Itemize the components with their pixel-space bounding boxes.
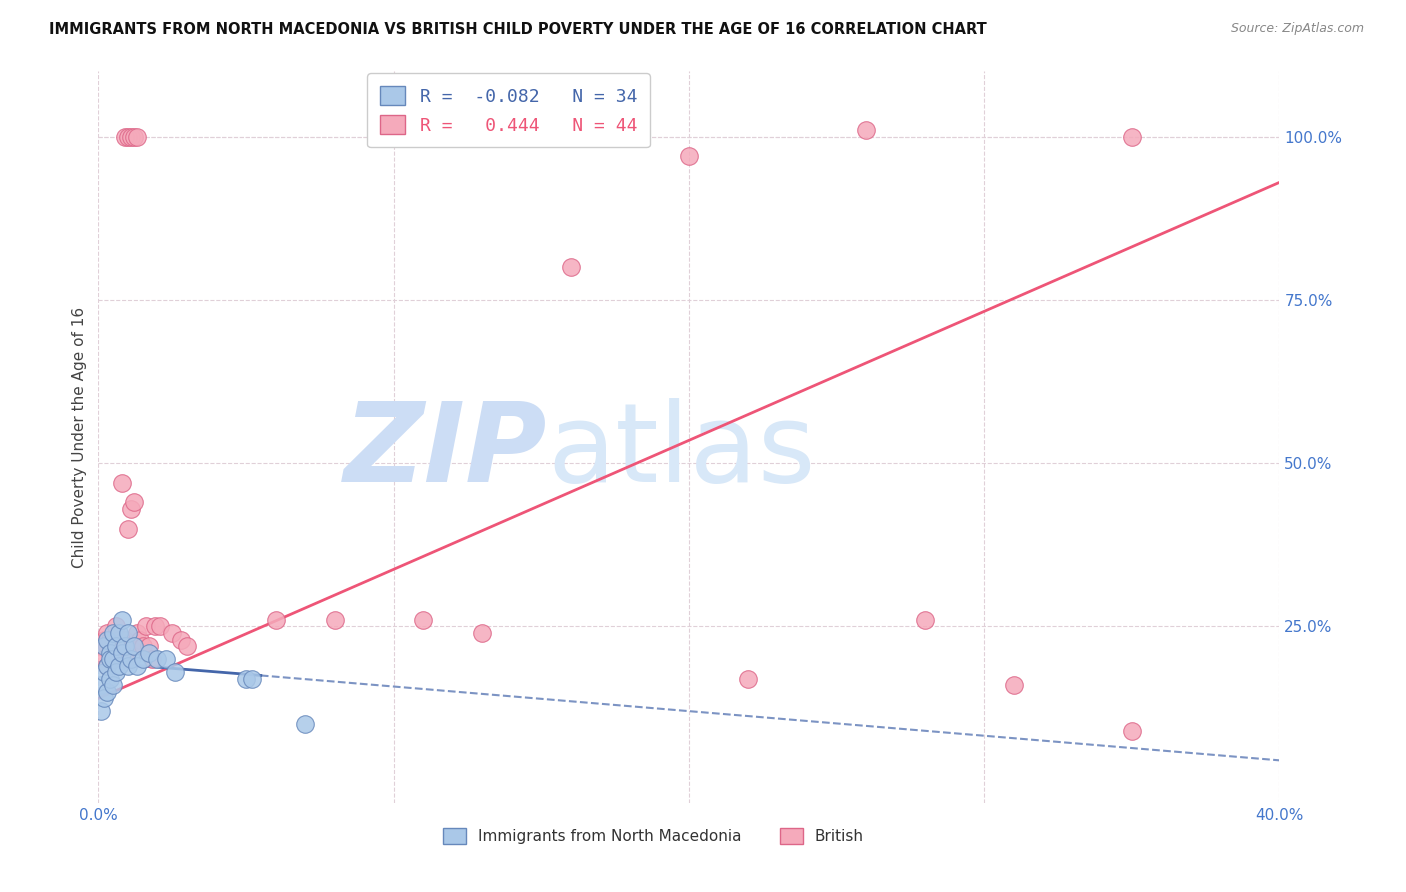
Point xyxy=(855,123,877,137)
Point xyxy=(1121,129,1143,144)
Point xyxy=(98,672,121,686)
Point xyxy=(114,632,136,647)
Point xyxy=(132,652,155,666)
Point xyxy=(1121,723,1143,738)
Point xyxy=(93,691,115,706)
Point xyxy=(96,685,118,699)
Point xyxy=(146,652,169,666)
Point xyxy=(125,626,148,640)
Point xyxy=(138,639,160,653)
Point xyxy=(128,632,150,647)
Point xyxy=(98,652,121,666)
Point xyxy=(96,639,118,653)
Point xyxy=(103,678,125,692)
Point xyxy=(117,626,139,640)
Point xyxy=(737,672,759,686)
Point xyxy=(120,129,142,144)
Point xyxy=(96,632,118,647)
Point xyxy=(108,632,131,647)
Point xyxy=(235,672,257,686)
Point xyxy=(90,639,112,653)
Point xyxy=(294,717,316,731)
Point xyxy=(120,652,142,666)
Point xyxy=(111,613,134,627)
Point xyxy=(122,639,145,653)
Point xyxy=(914,613,936,627)
Point xyxy=(96,626,118,640)
Point xyxy=(93,632,115,647)
Point xyxy=(103,652,125,666)
Point xyxy=(103,652,125,666)
Point xyxy=(122,639,145,653)
Point xyxy=(1002,678,1025,692)
Point xyxy=(98,632,121,647)
Point xyxy=(122,129,145,144)
Point xyxy=(132,639,155,653)
Point xyxy=(120,502,142,516)
Point xyxy=(114,652,136,666)
Point xyxy=(117,639,139,653)
Point xyxy=(108,658,131,673)
Point xyxy=(111,475,134,490)
Point xyxy=(141,652,163,666)
Point xyxy=(93,639,115,653)
Point xyxy=(93,652,115,666)
Point xyxy=(125,658,148,673)
Point xyxy=(155,652,177,666)
Y-axis label: Child Poverty Under the Age of 16: Child Poverty Under the Age of 16 xyxy=(72,307,87,567)
Point xyxy=(111,646,134,660)
Point xyxy=(96,658,118,673)
Point xyxy=(108,626,131,640)
Text: ZIP: ZIP xyxy=(343,398,547,505)
Point xyxy=(135,619,157,633)
Point xyxy=(117,658,139,673)
Point xyxy=(149,619,172,633)
Point xyxy=(103,626,125,640)
Point xyxy=(117,521,139,535)
Point xyxy=(105,639,128,653)
Point xyxy=(240,672,263,686)
Point xyxy=(96,658,118,673)
Point xyxy=(264,613,287,627)
Point xyxy=(138,646,160,660)
Legend: Immigrants from North Macedonia, British: Immigrants from North Macedonia, British xyxy=(437,822,870,850)
Text: Source: ZipAtlas.com: Source: ZipAtlas.com xyxy=(1230,22,1364,36)
Point xyxy=(98,646,121,660)
Point xyxy=(117,129,139,144)
Point xyxy=(114,639,136,653)
Text: IMMIGRANTS FROM NORTH MACEDONIA VS BRITISH CHILD POVERTY UNDER THE AGE OF 16 COR: IMMIGRANTS FROM NORTH MACEDONIA VS BRITI… xyxy=(49,22,987,37)
Point xyxy=(125,129,148,144)
Point xyxy=(103,632,125,647)
Point xyxy=(412,613,434,627)
Point xyxy=(170,632,193,647)
Point xyxy=(105,619,128,633)
Point xyxy=(162,626,183,640)
Point xyxy=(105,665,128,680)
Point xyxy=(471,626,494,640)
Point xyxy=(176,639,198,653)
Point xyxy=(122,495,145,509)
Point xyxy=(105,639,128,653)
Point xyxy=(93,665,115,680)
Point xyxy=(165,665,187,680)
Point xyxy=(678,149,700,163)
Point xyxy=(90,705,112,719)
Point xyxy=(560,260,582,275)
Point xyxy=(114,129,136,144)
Point xyxy=(111,646,134,660)
Text: atlas: atlas xyxy=(547,398,815,505)
Point xyxy=(90,678,112,692)
Point xyxy=(323,613,346,627)
Point xyxy=(143,619,166,633)
Point xyxy=(98,646,121,660)
